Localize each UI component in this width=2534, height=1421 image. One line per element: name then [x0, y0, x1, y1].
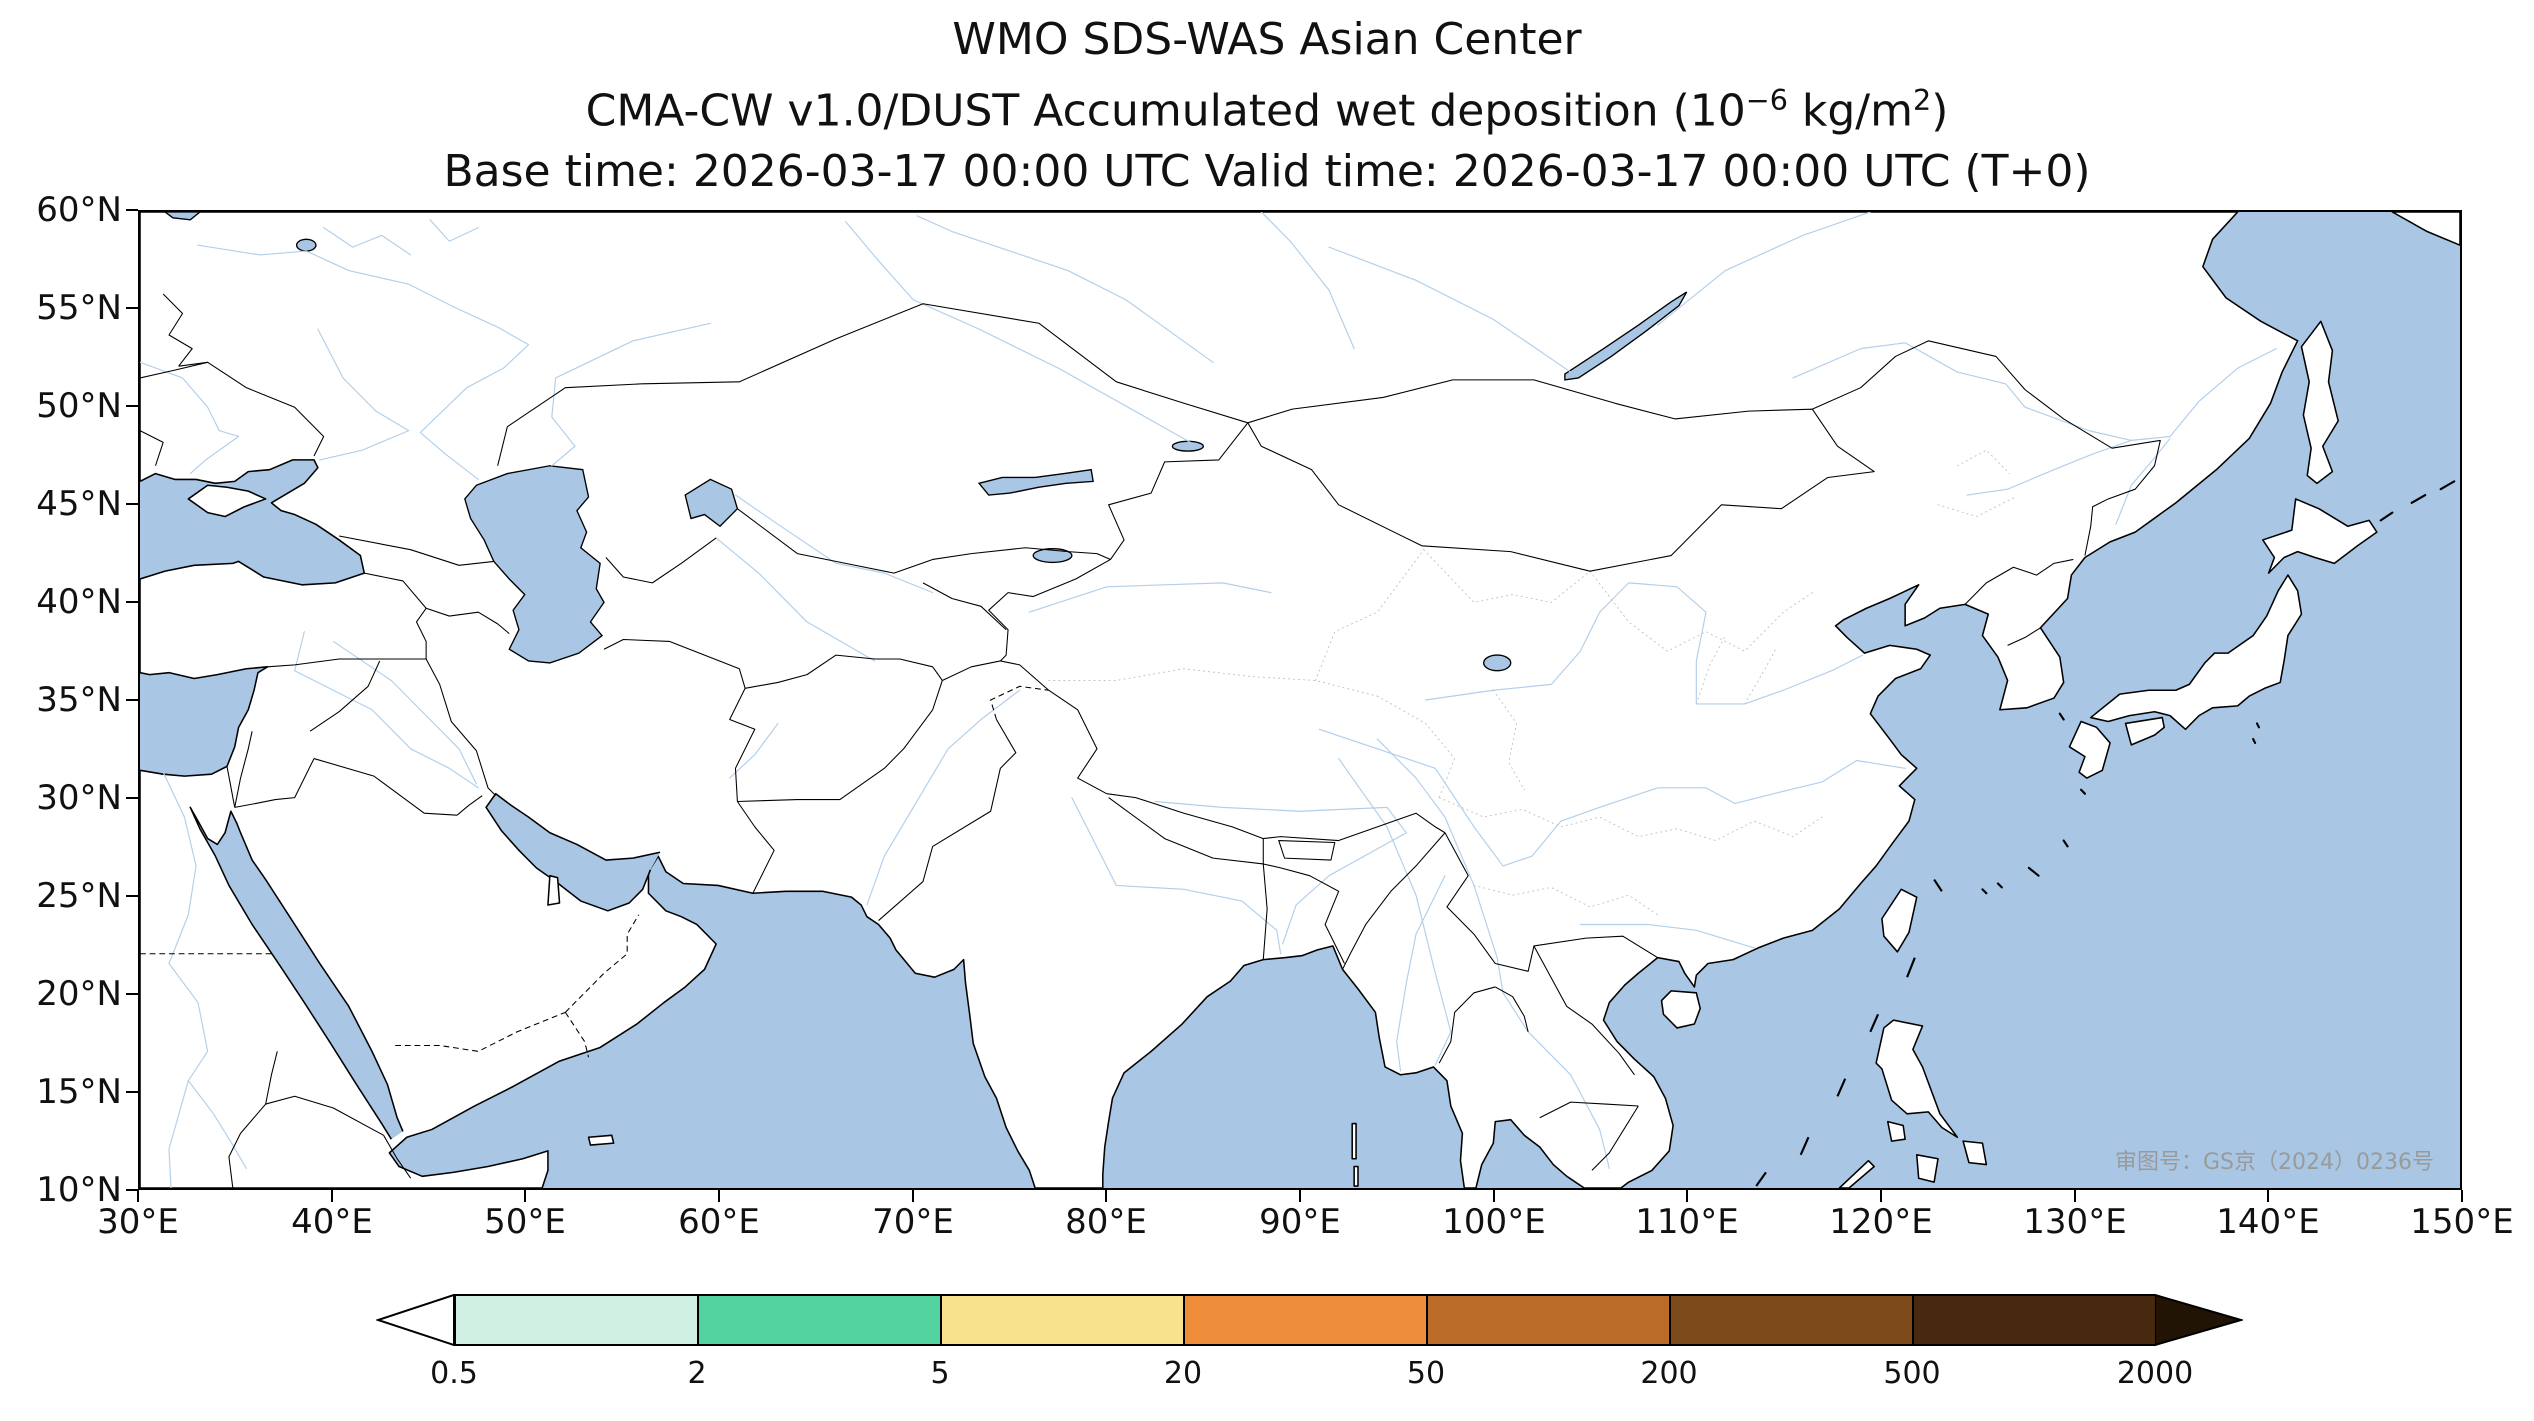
lon-tick-label: 80°E: [1065, 1202, 1147, 1242]
lat-tick-label: 20°N: [36, 974, 122, 1014]
map-canvas: [140, 212, 2460, 1188]
colorbar-segment: [1183, 1294, 1426, 1346]
colorbar-segment: [1912, 1294, 2155, 1346]
colorbar-tick-label: 5: [930, 1356, 950, 1391]
lon-tick-label: 90°E: [1259, 1202, 1341, 1242]
squared-text: 2: [1913, 83, 1932, 117]
eurasia-africa-coastline: [140, 212, 2299, 1188]
map-plot-area: 审图号：GS京（2024）0236号: [138, 210, 2462, 1190]
marginal-seas: [140, 459, 661, 1140]
country-borders: [140, 293, 2161, 1188]
lat-tick-label: 25°N: [36, 876, 122, 916]
lat-tick-label: 10°N: [36, 1170, 122, 1210]
disputed-borders: [140, 685, 1049, 1058]
luzon-island: [1875, 1019, 1959, 1139]
colorbar-underflow-arrow: [376, 1294, 454, 1346]
page-title: WMO SDS-WAS Asian Center: [952, 14, 1582, 65]
title-block: WMO SDS-WAS Asian Center CMA-CW v1.0/DUS…: [0, 10, 2534, 202]
province-borders: [1048, 449, 2016, 916]
honshu-island: [2089, 574, 2303, 731]
hokkaido-island: [2262, 498, 2378, 574]
lon-tick-label: 150°E: [2410, 1202, 2514, 1242]
lon-tick-label: 130°E: [2023, 1202, 2127, 1242]
landmass: [140, 212, 2460, 1188]
lake-issyk-kul: [1032, 548, 1073, 564]
colorbar-bar: [376, 1294, 2244, 1346]
lakes: [164, 212, 1688, 672]
colorbar-tick-label: 20: [1163, 1356, 1203, 1391]
lon-tick-label: 50°E: [484, 1202, 566, 1242]
black-sea: [140, 459, 365, 585]
colorbar-segment: [697, 1294, 940, 1346]
colorbar: 0.5 2 5 20 50 200 500 2000: [376, 1294, 2244, 1394]
panay-island: [1915, 1154, 1939, 1183]
shikoku-island: [2124, 716, 2165, 746]
lat-tick-label: 45°N: [36, 484, 122, 524]
andaman-islands: [1351, 1122, 1359, 1187]
colorbar-tick-label: 200: [1640, 1356, 1698, 1391]
lon-tick-label: 120°E: [1829, 1202, 1933, 1242]
colorbar-tick-label: 50: [1406, 1356, 1446, 1391]
lake-baikal: [1564, 291, 1688, 381]
lat-tick-label: 50°N: [36, 386, 122, 426]
taiwan-island: [1881, 888, 1918, 953]
mindoro-island: [1886, 1120, 1906, 1142]
lat-tick-label: 40°N: [36, 582, 122, 622]
colorbar-segment: [454, 1294, 697, 1346]
crimea-peninsula: [187, 484, 267, 518]
mediterranean-sea: [140, 666, 268, 777]
marginal-sea-coastlines: [140, 459, 661, 1140]
qatar-peninsula: [547, 874, 561, 906]
product-subtitle: CMA-CW v1.0/DUST Accumulated wet deposit…: [0, 70, 2534, 142]
lon-tick-label: 60°E: [678, 1202, 760, 1242]
lon-tick-label: 70°E: [872, 1202, 954, 1242]
time-subtitle: Base time: 2026-03-17 00:00 UTC Valid ti…: [443, 145, 2091, 197]
palawan-island: [1838, 1159, 1875, 1188]
colorbar-tick-label: 500: [1883, 1356, 1941, 1391]
lon-tick-label: 100°E: [1442, 1202, 1546, 1242]
lake-zaysan: [1171, 440, 1205, 452]
nine-dash-line: [1755, 878, 1943, 1187]
lake-ladoga-edge: [164, 212, 202, 221]
colorbar-segment: [1426, 1294, 1669, 1346]
colorbar-tick-label: 0.5: [430, 1356, 478, 1391]
kyushu-island: [2068, 720, 2111, 779]
lon-tick-label: 30°E: [97, 1202, 179, 1242]
colorbar-tick-label: 2: [687, 1356, 707, 1391]
small-island-marks: [1981, 480, 2456, 895]
lat-tick-label: 15°N: [36, 1072, 122, 1112]
persian-gulf: [486, 793, 661, 911]
aral-sea: [684, 478, 739, 528]
subtitle-text: CMA-CW v1.0/DUST Accumulated wet deposit…: [585, 85, 1746, 137]
colorbar-segment: [1669, 1294, 1912, 1346]
units-text: kg/m: [1787, 85, 1913, 137]
rybinsk-reservoir: [295, 238, 317, 252]
lat-tick-label: 30°N: [36, 778, 122, 818]
caspian-sea: [464, 465, 605, 664]
lon-tick-label: 140°E: [2216, 1202, 2320, 1242]
red-sea: [190, 807, 403, 1140]
okhotsk-north-coast: [2391, 212, 2460, 246]
colorbar-segment: [940, 1294, 1183, 1346]
sakhalin-island: [2300, 320, 2339, 485]
lat-tick-label: 55°N: [36, 288, 122, 328]
hainan-island: [1660, 990, 1701, 1029]
lat-tick-label: 35°N: [36, 680, 122, 720]
lake-balkhash: [977, 468, 1094, 496]
exponent-text: −6: [1745, 83, 1788, 117]
colorbar-tick-label: 2000: [2116, 1356, 2194, 1391]
lon-tick-label: 110°E: [1635, 1202, 1739, 1242]
qinghai-lake: [1482, 654, 1512, 672]
socotra-island: [587, 1134, 615, 1146]
map-license-note: 审图号：GS京（2024）0236号: [2115, 1150, 2434, 1175]
subtitle-close: ): [1931, 85, 1949, 137]
colorbar-overflow-arrow: [2155, 1294, 2243, 1346]
lon-tick-label: 40°E: [291, 1202, 373, 1242]
samar-island: [1962, 1140, 1988, 1166]
lat-tick-label: 60°N: [36, 190, 122, 230]
